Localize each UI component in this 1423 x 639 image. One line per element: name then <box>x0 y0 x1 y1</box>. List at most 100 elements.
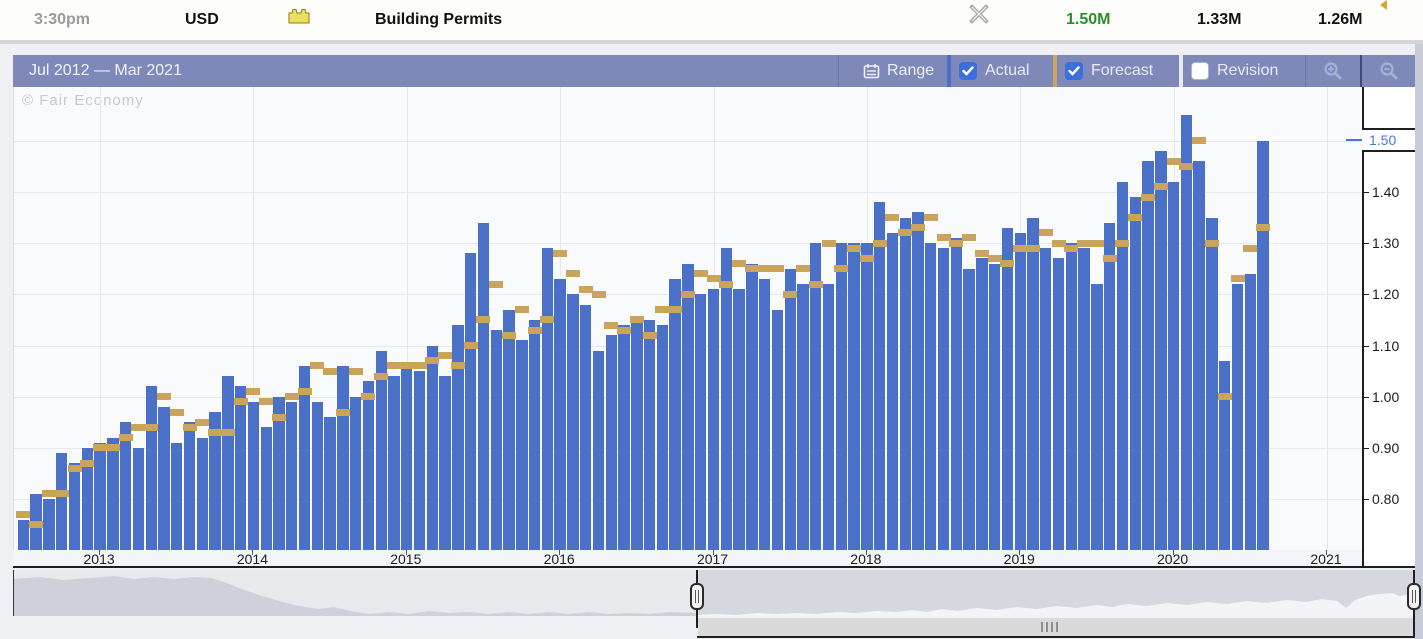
actual-bar <box>567 294 579 550</box>
date-range-label: Jul 2012 — Mar 2021 <box>29 62 182 79</box>
actual-bar <box>1155 150 1167 550</box>
actual-bar <box>1027 217 1039 550</box>
forecast-marker <box>220 429 235 437</box>
actual-bar <box>362 381 375 550</box>
forecast-toggle[interactable]: Forecast <box>1065 55 1153 87</box>
forecast-marker <box>885 214 900 221</box>
actual-bar <box>107 437 119 550</box>
zoom-out-button[interactable] <box>1362 55 1415 87</box>
forecast-marker <box>770 265 785 273</box>
forecast-marker <box>962 234 977 242</box>
y-axis-label: 1.30 <box>1372 235 1400 252</box>
forecast-marker <box>604 321 619 329</box>
actual-bar <box>1231 284 1244 550</box>
revision-toggle[interactable]: Revision <box>1191 55 1278 87</box>
actual-bar <box>912 212 924 550</box>
actual-bar <box>119 422 132 550</box>
actual-toggle[interactable]: Actual <box>959 55 1029 87</box>
axis-tick <box>1362 396 1369 398</box>
actual-bar <box>1078 248 1090 550</box>
axis-border <box>1362 150 1415 152</box>
forecast-marker <box>1217 393 1232 401</box>
actual-bar <box>209 412 221 550</box>
forecast-marker <box>1000 260 1015 268</box>
forecast-marker <box>1192 137 1207 145</box>
forecast-marker <box>1115 239 1130 247</box>
forecast-marker <box>425 357 440 365</box>
scrollbar-grip[interactable] <box>1041 622 1058 632</box>
forecast-marker <box>463 342 478 349</box>
axis-tick <box>1362 499 1369 501</box>
axis-tick <box>1325 550 1327 555</box>
actual-bar <box>43 499 55 550</box>
event-title: Building Permits <box>375 11 503 28</box>
gridline <box>14 243 1363 245</box>
forecast-marker <box>208 429 223 437</box>
actual-bar <box>822 284 835 550</box>
toolbar-divider <box>838 55 839 87</box>
actual-bar <box>797 284 809 550</box>
x-axis-year-label: 2016 <box>543 551 575 567</box>
chart-plot-area[interactable]: © Fair Economy <box>13 87 1363 550</box>
actual-bar <box>1104 222 1116 550</box>
event-currency: USD <box>185 11 219 28</box>
forecast-marker <box>719 280 734 288</box>
actual-bar <box>669 278 681 550</box>
forecast-marker <box>502 331 517 339</box>
forecast-marker <box>361 393 376 401</box>
forecast-marker <box>387 362 402 370</box>
zoom-in-icon <box>1324 62 1342 80</box>
forecast-checkbox[interactable] <box>1065 62 1083 80</box>
range-button[interactable]: Range <box>851 55 934 87</box>
actual-bar <box>656 325 669 550</box>
forecast-marker <box>105 444 120 452</box>
x-axis-year-label: 2017 <box>696 551 729 567</box>
actual-bar <box>1091 284 1103 550</box>
actual-bar <box>886 232 899 550</box>
zoom-in-button[interactable] <box>1306 55 1360 87</box>
actual-bar <box>503 309 515 550</box>
forecast-marker <box>118 434 133 442</box>
actual-bar <box>1116 181 1129 550</box>
horizontal-scrollbar[interactable] <box>698 618 1413 636</box>
actual-bar <box>695 294 707 550</box>
forecast-marker <box>335 408 350 416</box>
forecast-marker <box>169 408 184 416</box>
forecast-toggle-label: Forecast <box>1091 62 1154 79</box>
actual-bar <box>541 248 554 550</box>
actual-bar <box>413 371 426 550</box>
forecast-marker <box>911 224 925 232</box>
forecast-value: 1.33M <box>1197 11 1242 28</box>
range-start-handle[interactable] <box>690 583 704 610</box>
current-value-tick <box>1346 139 1363 141</box>
axis-tick <box>559 550 561 555</box>
forecast-marker <box>16 510 31 518</box>
actual-bar <box>324 417 336 550</box>
revision-series-divider <box>1179 55 1183 87</box>
revision-checkbox[interactable] <box>1191 62 1209 80</box>
forecast-marker <box>1243 244 1258 252</box>
actual-bar <box>311 401 324 550</box>
collapse-chart-icon[interactable] <box>969 0 989 40</box>
axis-border <box>1362 152 1364 568</box>
forecast-marker <box>923 214 938 221</box>
forecast-marker <box>1153 183 1168 191</box>
actual-checkbox[interactable] <box>959 62 977 80</box>
axis-tick <box>865 550 867 555</box>
forecast-marker <box>1141 193 1156 201</box>
actual-bar <box>592 350 605 550</box>
minimap-selected-region[interactable] <box>697 570 1415 616</box>
range-end-handle[interactable] <box>1407 583 1421 610</box>
actual-bar <box>937 248 950 550</box>
forecast-marker <box>808 280 823 288</box>
forecast-marker <box>144 423 159 431</box>
y-axis: 1.50 0.80 0.90 1.00 1.10 1.20 1.30 1.40 <box>1362 87 1415 568</box>
folder-icon[interactable] <box>288 0 310 40</box>
actual-bar <box>950 237 963 550</box>
forecast-marker <box>949 239 964 247</box>
actual-bar <box>1257 140 1269 550</box>
minimap-unselected-region[interactable] <box>13 570 698 616</box>
forecast-marker <box>1230 275 1245 283</box>
axis-tick <box>1362 447 1369 449</box>
